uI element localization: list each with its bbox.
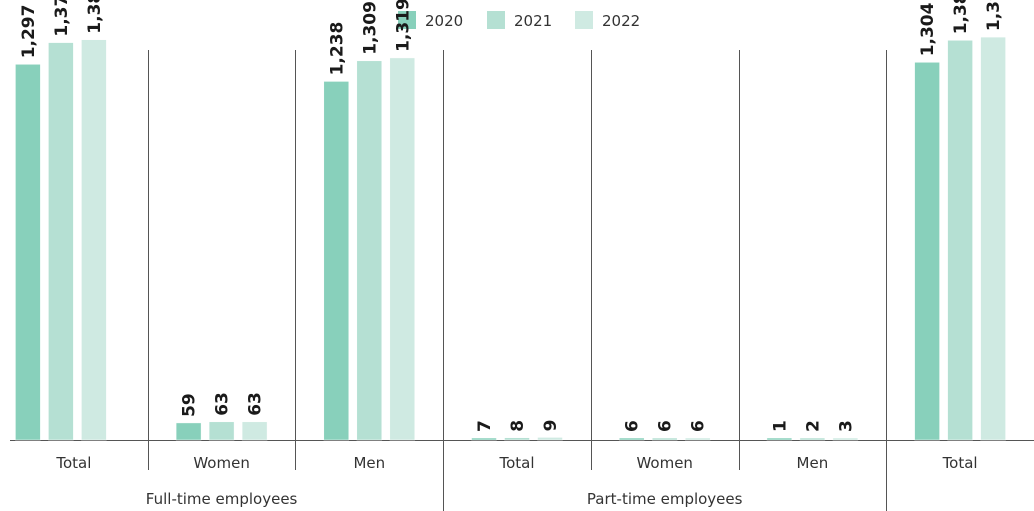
category-label: Total [498,454,534,472]
bar-2022 [832,437,859,441]
bar-2022 [241,421,268,441]
category-label: Total [55,454,91,472]
legend-swatch-2022 [575,11,593,29]
value-label: 9 [541,420,561,432]
value-label: 6 [656,420,676,432]
bar-2020 [323,81,350,441]
value-label: 6 [689,420,709,432]
value-label: 2 [803,420,823,432]
value-label: 1,372 [52,0,72,37]
bar-2021 [799,437,826,441]
bar-2022 [684,437,711,441]
bar-2022 [537,437,563,441]
group-label: Full-time employees [146,490,298,508]
category-label: Women [636,454,692,472]
bar-2021 [651,437,678,441]
bar-2020 [175,422,202,441]
category-label: Men [797,454,829,472]
value-label: 7 [475,420,495,432]
group-label: Part-time employees [587,490,743,508]
legend-label-2021: 2021 [514,12,552,30]
bar-2020 [914,62,940,441]
legend-swatch-2020 [398,11,416,29]
bar-2020 [766,437,793,441]
value-label: 1,382 [85,0,105,34]
category-label: Women [193,454,249,472]
bar-2022 [980,36,1006,441]
value-label: 63 [213,392,233,416]
value-label: 8 [508,420,528,432]
bar-2020 [471,437,497,441]
value-label: 6 [623,420,643,432]
bar-2021 [356,60,383,441]
value-label: 59 [180,393,200,417]
value-label: 1,319 [393,0,413,52]
value-label: 1 [770,420,790,432]
value-label: 3 [836,420,856,432]
legend-label-2022: 2022 [602,12,640,30]
value-label: 1,297 [19,5,39,59]
bar-2021 [48,42,74,441]
value-label: 1,380 [951,0,971,34]
legend-label-2020: 2020 [425,12,463,30]
bar-2021 [504,437,530,441]
value-label: 1,309 [360,1,380,55]
value-label: 1,238 [327,22,347,76]
bar-2021 [947,40,973,441]
bar-2021 [208,421,235,441]
category-label: Men [353,454,385,472]
bar-2020 [15,64,41,441]
value-label: 1,304 [918,2,938,56]
category-label: Total [942,454,978,472]
bar-2022 [389,57,416,441]
value-label: 63 [246,392,266,416]
legend-swatch-2021 [487,11,505,29]
value-label: 1,391 [984,0,1004,31]
bar-2020 [618,437,645,441]
bar-2022 [81,39,107,441]
